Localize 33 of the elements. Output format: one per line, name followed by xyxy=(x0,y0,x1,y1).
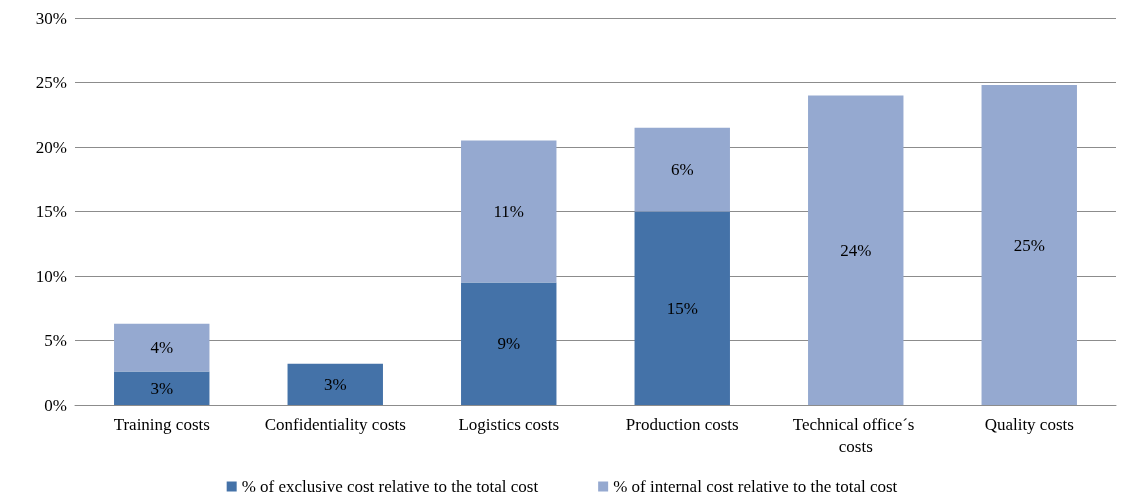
y-tick-label: 5% xyxy=(44,331,67,350)
y-tick-label: 10% xyxy=(35,266,67,286)
data-label: 24% xyxy=(840,240,872,260)
x-tick-label: Technical office´s costs xyxy=(792,414,919,456)
bar xyxy=(114,371,210,405)
data-label: 11% xyxy=(493,202,525,221)
x-tick-label: Training costs xyxy=(113,414,210,434)
data-label: 3% xyxy=(150,378,174,398)
legend-label: % of internal cost relative to the total cost xyxy=(613,477,898,496)
data-label: 9% xyxy=(497,334,521,354)
x-tick-label: Confidentiality costs xyxy=(264,414,406,434)
x-tick-label: Logistics costs xyxy=(458,414,560,434)
bar xyxy=(808,95,904,405)
x-tick-label: Production costs xyxy=(625,414,739,434)
y-tick-label: 30% xyxy=(35,8,67,28)
y-tick-label: 20% xyxy=(35,137,67,157)
y-tick-label: 15% xyxy=(35,202,67,221)
data-label: 4% xyxy=(150,338,174,358)
y-tick-label: 25% xyxy=(35,73,67,92)
bar xyxy=(634,211,730,405)
bar xyxy=(634,127,730,212)
data-label: 15% xyxy=(666,298,698,318)
bar xyxy=(461,140,557,283)
legend-label: % of exclusive cost relative to the total cost xyxy=(241,477,539,496)
bar xyxy=(114,323,210,372)
x-tick-label: Quality costs xyxy=(984,414,1074,434)
data-label: 6% xyxy=(670,160,694,180)
bar xyxy=(981,85,1077,405)
data-label: 25% xyxy=(1013,235,1045,255)
data-label: 3% xyxy=(323,374,347,394)
y-tick-label: 0% xyxy=(44,395,67,415)
bar xyxy=(461,282,557,405)
bar xyxy=(287,363,383,405)
